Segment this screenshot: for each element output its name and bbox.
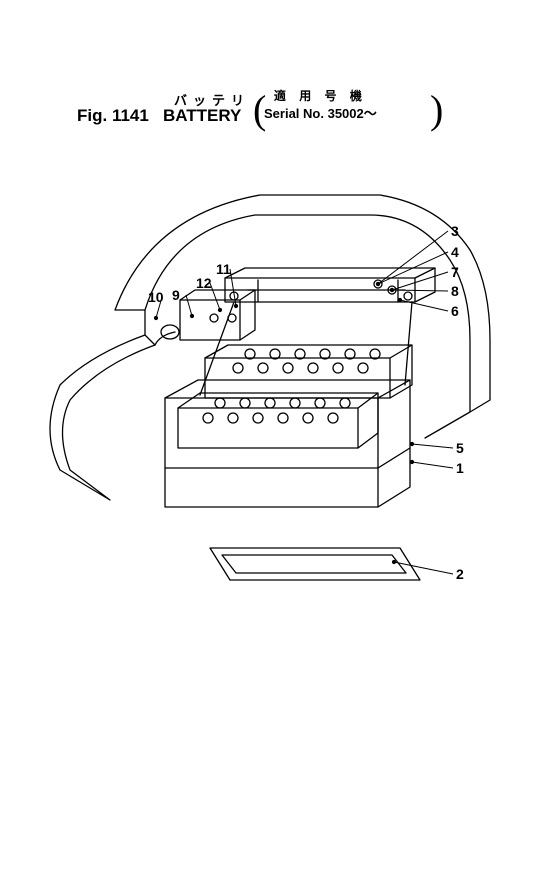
callout-9: 9 <box>172 287 180 303</box>
callout-4: 4 <box>451 244 459 260</box>
callout-11: 11 <box>216 261 231 277</box>
callout-8: 8 <box>451 283 459 299</box>
callout-10: 10 <box>148 289 164 305</box>
callout-5: 5 <box>456 440 464 456</box>
battery-diagram <box>0 0 557 871</box>
callout-3: 3 <box>451 223 459 239</box>
callout-2: 2 <box>456 566 464 582</box>
callout-12: 12 <box>196 275 212 291</box>
callout-7: 7 <box>451 264 459 280</box>
callout-1: 1 <box>456 460 464 476</box>
callout-6: 6 <box>451 303 459 319</box>
